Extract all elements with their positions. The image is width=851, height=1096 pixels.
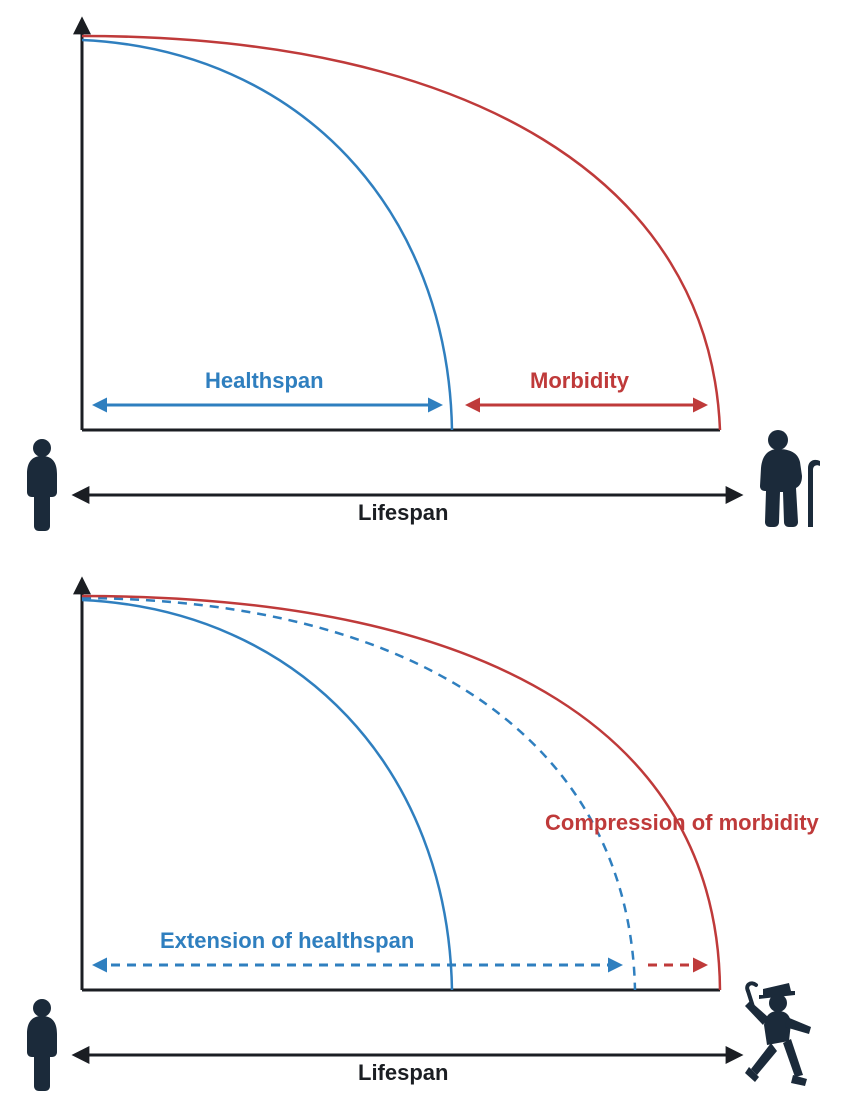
- dancing-elder-icon: [745, 983, 811, 1086]
- compression-label: Compression of morbidity: [545, 810, 819, 836]
- morbidity-label: Morbidity: [530, 368, 629, 394]
- healthspan-label: Healthspan: [205, 368, 324, 394]
- lifespan-label: Lifespan: [358, 500, 448, 526]
- panel-top: Healthspan Morbidity Lifespan: [0, 0, 851, 540]
- panel-top-svg: [0, 0, 851, 540]
- elder-cane-icon: [760, 430, 820, 527]
- panel-bottom: Extension of healthspan Compression of m…: [0, 560, 851, 1096]
- healthspan-diagram: Healthspan Morbidity Lifespan: [0, 0, 851, 1096]
- lifespan-label: Lifespan: [358, 1060, 448, 1086]
- person-icon: [27, 999, 57, 1091]
- extension-label: Extension of healthspan: [160, 928, 414, 954]
- person-icon: [27, 439, 57, 531]
